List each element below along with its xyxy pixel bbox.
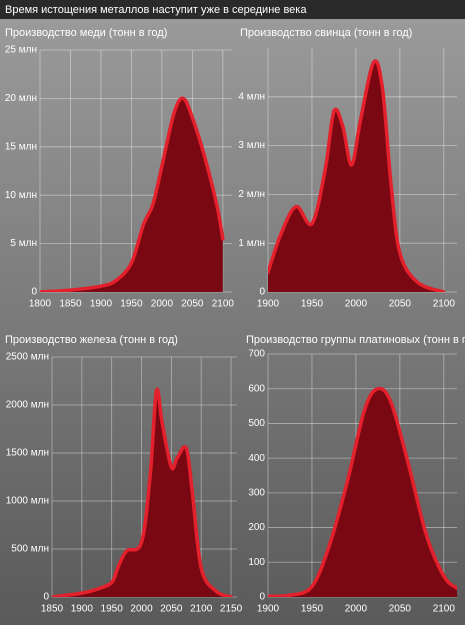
y-tick-label: 15 млн <box>5 141 37 152</box>
y-tick-label: 25 млн <box>5 45 37 56</box>
x-tick-label: 2150 <box>220 604 243 615</box>
y-tick-label: 4 млн <box>238 91 265 102</box>
x-tick-label: 1900 <box>257 604 280 615</box>
y-tick-label: 400 <box>248 453 265 464</box>
x-tick-label: 1850 <box>41 604 64 615</box>
y-tick-label: 0 <box>259 287 265 298</box>
x-tick-label: 2000 <box>345 604 368 615</box>
x-tick-label: 1950 <box>301 604 324 615</box>
x-tick-label: 1950 <box>301 299 324 310</box>
x-tick-label: 2100 <box>190 604 213 615</box>
x-tick-label: 2000 <box>151 299 174 310</box>
chart-title: Производство меди (тонн в год) <box>5 27 167 39</box>
y-tick-label: 500 <box>248 418 265 429</box>
x-tick-label: 2100 <box>433 299 456 310</box>
y-tick-label: 2 млн <box>238 189 265 200</box>
x-tick-label: 1950 <box>101 604 124 615</box>
header-bar <box>0 0 465 19</box>
y-tick-label: 2000 млн <box>6 400 49 411</box>
x-tick-label: 2100 <box>433 604 456 615</box>
x-tick-label: 2100 <box>212 299 235 310</box>
x-tick-label: 2050 <box>160 604 183 615</box>
x-tick-label: 2050 <box>389 299 412 310</box>
x-tick-label: 1950 <box>120 299 143 310</box>
y-tick-label: 2500 млн <box>6 352 49 363</box>
y-tick-label: 200 <box>248 522 265 533</box>
area <box>268 388 457 597</box>
x-tick-label: 2050 <box>389 604 412 615</box>
area <box>52 389 232 597</box>
x-tick-label: 2000 <box>345 299 368 310</box>
line <box>40 96 225 292</box>
y-tick-label: 1000 млн <box>6 496 49 507</box>
y-tick-label: 600 <box>248 383 265 394</box>
line <box>268 386 457 597</box>
y-tick-label: 0 <box>43 592 49 603</box>
y-tick-label: 1500 млн <box>6 448 49 459</box>
y-tick-label: 20 млн <box>5 93 37 104</box>
line <box>268 59 446 292</box>
x-tick-label: 1850 <box>59 299 82 310</box>
page-title: Время истощения металлов наступит уже в … <box>5 4 307 16</box>
chart-title: Производство железа (тонн в год) <box>5 334 178 346</box>
x-tick-label: 2050 <box>181 299 204 310</box>
y-tick-label: 5 млн <box>10 238 37 249</box>
y-tick-label: 100 <box>248 557 265 568</box>
chart-title: Производство группы платиновых (тонн в г… <box>246 334 465 346</box>
x-tick-label: 1900 <box>90 299 113 310</box>
y-tick-label: 700 <box>248 349 265 360</box>
area <box>40 98 223 292</box>
x-tick-label: 1800 <box>29 299 52 310</box>
y-tick-label: 1 млн <box>238 238 265 249</box>
x-tick-label: 1900 <box>71 604 94 615</box>
line <box>52 387 233 597</box>
y-tick-label: 0 <box>31 287 37 298</box>
y-tick-label: 300 <box>248 487 265 498</box>
x-tick-label: 2000 <box>130 604 153 615</box>
y-tick-label: 0 <box>259 592 265 603</box>
y-tick-label: 3 млн <box>238 140 265 151</box>
chart-title: Производство свинца (тонн в год) <box>240 27 412 39</box>
y-tick-label: 500 млн <box>11 544 49 555</box>
x-tick-label: 1900 <box>257 299 280 310</box>
area <box>268 61 444 292</box>
y-tick-label: 10 млн <box>5 190 37 201</box>
